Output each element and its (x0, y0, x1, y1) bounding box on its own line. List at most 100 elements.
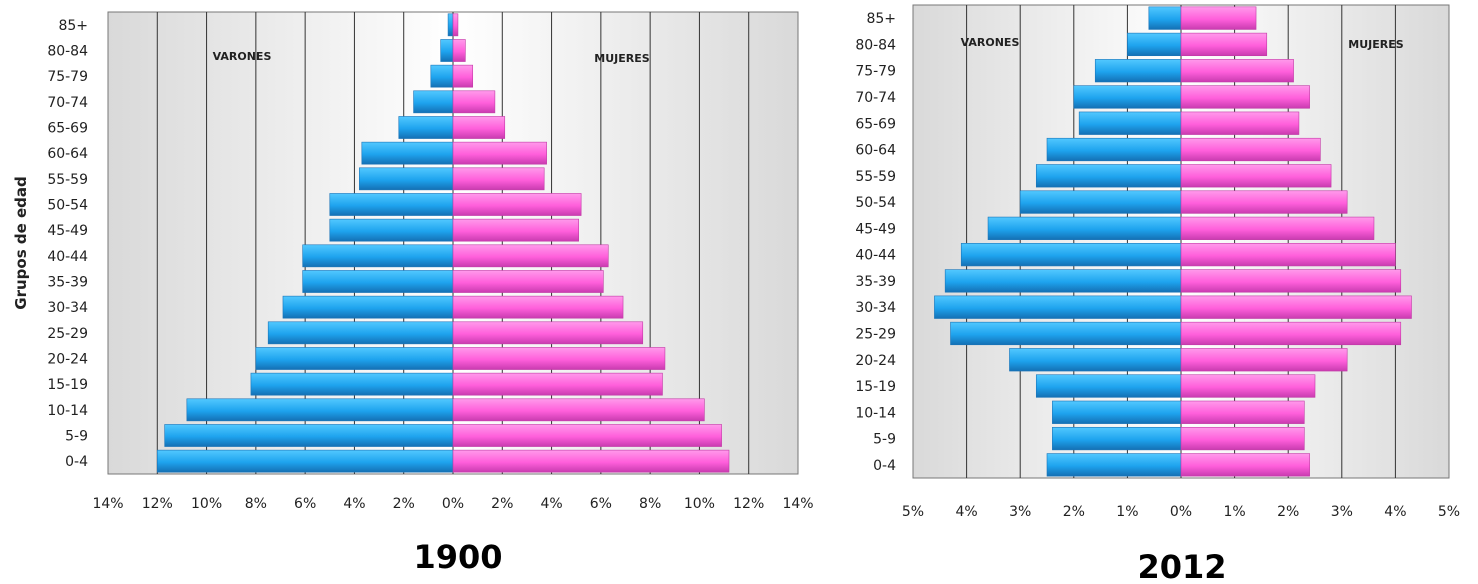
bar-male-15-19 (1035, 374, 1182, 398)
x-tick-label: 2% (393, 496, 415, 512)
y-tick-label: 75-79 (47, 69, 88, 85)
x-tick-labels-1900: 14% 12% 10% 8% 6% 4% 2% 0% 2% 4% 6% 8% 10% 12% 14% (92, 496, 813, 512)
x-tick-label: 5% (902, 504, 924, 520)
y-tick-label: 70-74 (47, 95, 88, 111)
bar-female-70-74 (1180, 85, 1310, 109)
bar-male-65-69 (398, 116, 454, 139)
bar-male-30-34 (282, 295, 454, 319)
y-tick-label: 70-74 (855, 90, 896, 106)
y-tick-label: 0-4 (65, 454, 88, 470)
x-tick-label: 1% (1116, 504, 1138, 520)
bar-male-5-9 (1052, 426, 1182, 451)
bar-male-35-39 (944, 269, 1182, 293)
y-tick-label: 45-49 (855, 221, 896, 237)
bar-female-85+ (1180, 6, 1257, 30)
x-tick-label: 1% (1223, 504, 1245, 520)
y-axis-label-1900: Grupos de edad (12, 176, 30, 309)
bars-2012 (934, 6, 1412, 477)
x-tick-label: 6% (294, 496, 316, 512)
x-tick-label: 3% (1009, 504, 1031, 520)
x-tick-label: 14% (782, 496, 813, 512)
x-tick-label: 8% (245, 496, 267, 512)
y-tick-label: 50-54 (47, 198, 88, 214)
bar-female-5-9 (452, 424, 722, 447)
y-tick-label: 80-84 (855, 37, 896, 53)
y-tick-label: 15-19 (47, 377, 88, 393)
y-tick-label: 50-54 (855, 195, 896, 211)
gridlines-2012 (966, 5, 1396, 478)
gridlines-1900 (156, 12, 750, 474)
x-tick-label: 4% (540, 496, 562, 512)
y-tick-label: 30-34 (855, 300, 896, 316)
bar-male-25-29 (267, 321, 454, 345)
bar-female-15-19 (1180, 374, 1316, 398)
bar-female-75-79 (452, 64, 474, 88)
bar-female-50-54 (452, 193, 582, 216)
bar-female-45-49 (1180, 216, 1375, 240)
y-tick-labels-2012: 0-4 5-9 10-14 15-19 20-24 25-29 30-34 35-39 40-4… (855, 11, 896, 474)
bar-female-55-59 (1180, 164, 1332, 188)
bar-male-60-64 (361, 141, 454, 165)
x-tick-label: 2% (1063, 504, 1085, 520)
bars-1900 (156, 13, 730, 473)
y-tick-label: 80-84 (47, 44, 88, 60)
bar-female-60-64 (452, 141, 547, 165)
bar-female-85+ (452, 13, 459, 37)
bar-male-75-79 (1094, 59, 1182, 83)
bar-male-80-84 (440, 39, 454, 62)
bar-female-20-24 (1180, 348, 1348, 372)
y-tick-label: 85+ (866, 11, 896, 27)
legend-female-1900: MUJERES (594, 52, 649, 65)
bar-female-40-44 (1180, 243, 1396, 267)
bar-male-70-74 (413, 90, 454, 114)
bar-male-45-49 (329, 218, 454, 242)
bar-female-40-44 (452, 244, 609, 268)
y-tick-label: 0-4 (873, 458, 896, 474)
bar-male-0-4 (156, 449, 454, 473)
bar-male-20-24 (1009, 348, 1182, 372)
x-tick-labels-2012: 5% 4% 3% 2% 1% 0% 1% 2% 3% 4% 5% (902, 504, 1460, 520)
bar-female-10-14 (1180, 400, 1305, 424)
x-tick-label: 4% (955, 504, 977, 520)
x-tick-label: 0% (442, 496, 464, 512)
bar-female-25-29 (1180, 321, 1402, 346)
bar-female-50-54 (1180, 190, 1348, 214)
bar-male-40-44 (302, 244, 454, 268)
chart-title-2012: 2012 (1137, 548, 1226, 584)
bar-female-0-4 (1180, 453, 1310, 477)
x-tick-label: 2% (491, 496, 513, 512)
y-tick-label: 5-9 (65, 429, 88, 445)
bar-male-50-54 (329, 193, 454, 216)
x-tick-label: 2% (1277, 504, 1299, 520)
x-tick-label: 14% (92, 496, 123, 512)
y-tick-label: 85+ (58, 18, 88, 34)
y-tick-label: 65-69 (855, 116, 896, 132)
bar-male-85+ (447, 13, 454, 37)
y-tick-label: 25-29 (855, 326, 896, 342)
y-tick-label: 35-39 (47, 275, 88, 291)
legend-male-2012: VARONES (961, 36, 1020, 49)
x-tick-label: 0% (1170, 504, 1192, 520)
bar-male-15-19 (250, 372, 454, 396)
bar-female-60-64 (1180, 137, 1321, 162)
pyramid-2012: 0-4 5-9 10-14 15-19 20-24 25-29 30-34 35-39 40-4… (855, 4, 1460, 584)
bar-female-65-69 (1180, 111, 1300, 135)
bar-female-45-49 (452, 218, 579, 242)
bar-male-65-69 (1078, 111, 1182, 135)
y-tick-label: 5-9 (873, 432, 896, 448)
bar-female-75-79 (1180, 59, 1294, 83)
bar-female-35-39 (1180, 269, 1402, 293)
bar-male-0-4 (1046, 453, 1182, 477)
bar-male-50-54 (1019, 190, 1182, 214)
bar-female-65-69 (452, 116, 506, 139)
bar-female-30-34 (452, 295, 624, 319)
y-tick-label: 30-34 (47, 300, 88, 316)
x-tick-label: 12% (142, 496, 173, 512)
y-tick-label: 40-44 (855, 248, 896, 264)
y-tick-label: 20-24 (47, 352, 88, 368)
x-tick-label: 5% (1438, 504, 1460, 520)
bar-female-55-59 (452, 167, 545, 191)
bar-male-45-49 (987, 216, 1182, 240)
x-tick-label: 3% (1331, 504, 1353, 520)
